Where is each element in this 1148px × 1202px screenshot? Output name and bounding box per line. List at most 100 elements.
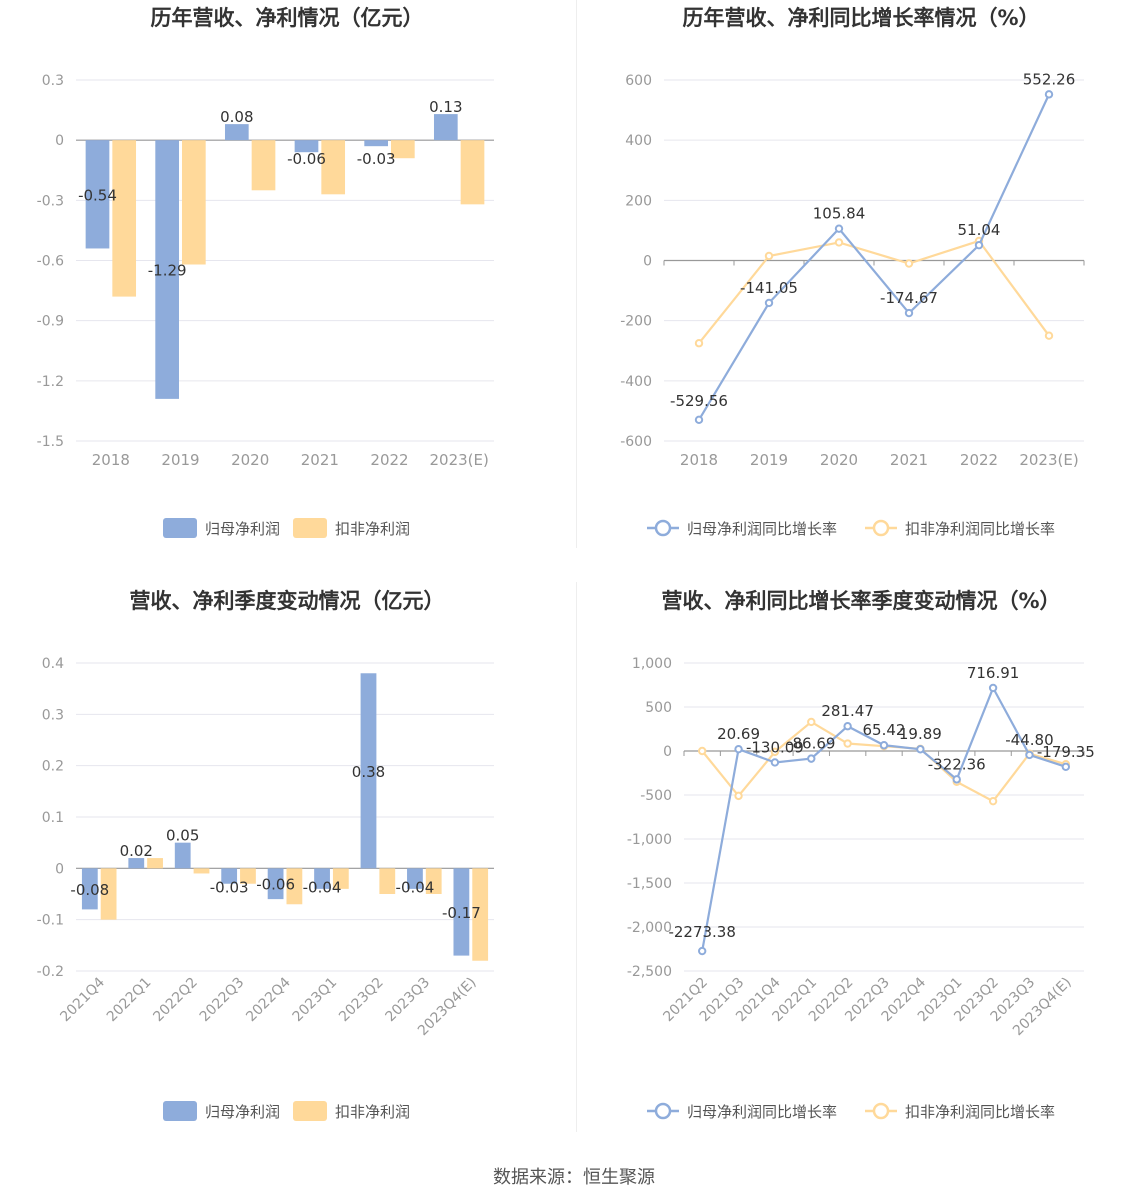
- bar-parent-net-profit: [407, 868, 423, 889]
- point-parent-growth: [974, 240, 984, 250]
- bar-deducted-net-profit: [193, 868, 210, 874]
- x-tick-label: 2019: [161, 451, 199, 469]
- point-deducted-growth: [694, 339, 704, 348]
- y-tick-label: -1,500: [627, 876, 672, 892]
- y-tick-label: 0.1: [42, 810, 64, 826]
- y-tick-label: -200: [620, 314, 652, 330]
- y-tick-label: -0.6: [37, 254, 64, 270]
- bar-deducted-net-profit: [460, 140, 485, 205]
- bar-deducted-net-profit: [379, 868, 396, 894]
- point-deducted-growth: [697, 746, 707, 756]
- legend-label: 扣非净利润: [335, 1103, 410, 1121]
- x-tick-label: 2021Q4: [57, 974, 108, 1025]
- point-parent-growth: [764, 298, 774, 308]
- point-deducted-growth: [834, 238, 844, 247]
- data-label: 0.08: [220, 108, 253, 126]
- data-label: -130.09: [746, 738, 804, 756]
- x-tick-label: 2022: [960, 451, 998, 469]
- x-tick-label: 2023(E): [1019, 451, 1078, 469]
- point-parent-growth: [697, 946, 707, 956]
- data-label: 20.69: [717, 725, 760, 743]
- y-tick-label: -600: [620, 434, 652, 450]
- data-label: -0.06: [287, 150, 326, 168]
- legend-marker: [872, 519, 890, 537]
- chart-title: 营收、净利季度变动情况（亿元）: [130, 589, 445, 613]
- chart-title: 历年营收、净利情况（亿元）: [151, 6, 424, 30]
- bar-deducted-net-profit: [112, 140, 137, 297]
- data-label: 0.02: [120, 842, 153, 860]
- y-tick-label: 500: [645, 700, 672, 716]
- chart-panel-annual-growth: 历年营收、净利同比增长率情况（%） 600 400 200 0 -200 -400 -600 2…: [574, 0, 1148, 580]
- legend-swatch: [163, 1101, 197, 1121]
- chart-title: 历年营收、净利同比增长率情况（%）: [682, 6, 1039, 30]
- data-label: 51.04: [958, 221, 1001, 239]
- line-deducted-growth: [698, 239, 1050, 344]
- point-parent-growth: [904, 308, 914, 318]
- y-tick-label: -0.2: [37, 964, 64, 980]
- chart-panel-quarterly-profit: 营收、净利季度变动情况（亿元） 0.4 0.3 0.2 0.1 0 -0.1 -0.2 2021…: [0, 583, 574, 1163]
- bar-deducted-net-profit: [286, 868, 303, 905]
- bar-parent-net-profit: [128, 858, 145, 869]
- legend-label: 扣非净利润: [335, 520, 410, 538]
- bar-parent-net-profit: [314, 868, 330, 889]
- panel-divider-bottom: [576, 582, 577, 1132]
- point-deducted-growth: [770, 747, 780, 757]
- point-deducted-growth: [764, 251, 774, 261]
- y-tick-label: 0.2: [42, 759, 64, 775]
- y-tick-label: 0: [55, 133, 64, 149]
- point-parent-growth: [834, 224, 844, 233]
- legend-swatch: [293, 518, 327, 538]
- legend-label: 归母净利润同比增长率: [687, 1103, 837, 1121]
- y-tick-label: -0.9: [37, 314, 64, 330]
- y-tick-label: 0: [643, 254, 652, 270]
- data-label: -322.36: [928, 755, 986, 773]
- data-label: -0.08: [70, 881, 109, 899]
- point-parent-growth: [1025, 750, 1034, 760]
- point-parent-growth: [807, 754, 816, 763]
- chart-annual-profit: 历年营收、净利情况（亿元） 0.3 0 -0.3 -0.6 -0.9 -1.2 -1.5 201…: [37, 6, 494, 538]
- data-label: -2273.38: [668, 923, 735, 941]
- bar-deducted-net-profit: [182, 140, 206, 265]
- y-tick-label: 0.4: [42, 656, 64, 672]
- data-label: 105.84: [813, 205, 866, 223]
- bar-parent-net-profit: [155, 140, 179, 399]
- x-tick-label: 2022Q3: [197, 975, 248, 1026]
- point-deducted-growth: [734, 791, 743, 801]
- x-tick-label: 2021: [890, 451, 928, 469]
- bar-parent-net-profit: [433, 114, 458, 141]
- bar-parent-net-profit: [81, 868, 98, 910]
- data-label: -1.29: [148, 262, 187, 280]
- bar-parent-net-profit: [364, 140, 388, 147]
- x-tick-label: 2020: [231, 451, 269, 469]
- point-deducted-growth: [904, 259, 914, 268]
- x-tick-label: 2022Q4: [243, 974, 294, 1025]
- chart-title: 营收、净利同比增长率季度变动情况（%）: [661, 589, 1060, 613]
- panel-divider-top: [576, 0, 577, 548]
- x-tick-label: 2023(E): [429, 451, 488, 469]
- data-label: -0.17: [442, 904, 481, 922]
- bar-deducted-net-profit: [391, 140, 415, 159]
- y-tick-label: 400: [625, 133, 652, 149]
- legend-swatch: [293, 1101, 327, 1121]
- point-deducted-growth: [807, 717, 816, 727]
- data-label: 0.13: [429, 98, 462, 116]
- point-parent-growth: [916, 745, 925, 754]
- data-label: -0.03: [210, 878, 249, 896]
- legend-label: 归母净利润同比增长率: [687, 520, 837, 538]
- legend-label: 归母净利润: [205, 520, 280, 538]
- x-tick-label: 2021: [301, 451, 339, 469]
- bar-deducted-net-profit: [472, 868, 489, 961]
- y-tick-label: 0: [663, 744, 672, 760]
- data-label: -44.80: [1005, 731, 1053, 749]
- data-label: -0.04: [396, 878, 435, 896]
- bar-parent-net-profit: [221, 868, 238, 884]
- x-tick-label: 2023Q2: [336, 975, 387, 1026]
- bar-deducted-net-profit: [100, 868, 117, 920]
- bar-deducted-net-profit: [240, 868, 256, 884]
- point-parent-growth: [1061, 762, 1071, 771]
- x-tick-label: 2018: [680, 451, 718, 469]
- chart-annual-growth: 历年营收、净利同比增长率情况（%） 600 400 200 0 -200 -400 -600 2…: [620, 6, 1085, 538]
- x-tick-label: 2022Q1: [104, 975, 155, 1026]
- y-tick-label: -0.1: [37, 913, 64, 929]
- x-tick-label: 2019: [750, 451, 788, 469]
